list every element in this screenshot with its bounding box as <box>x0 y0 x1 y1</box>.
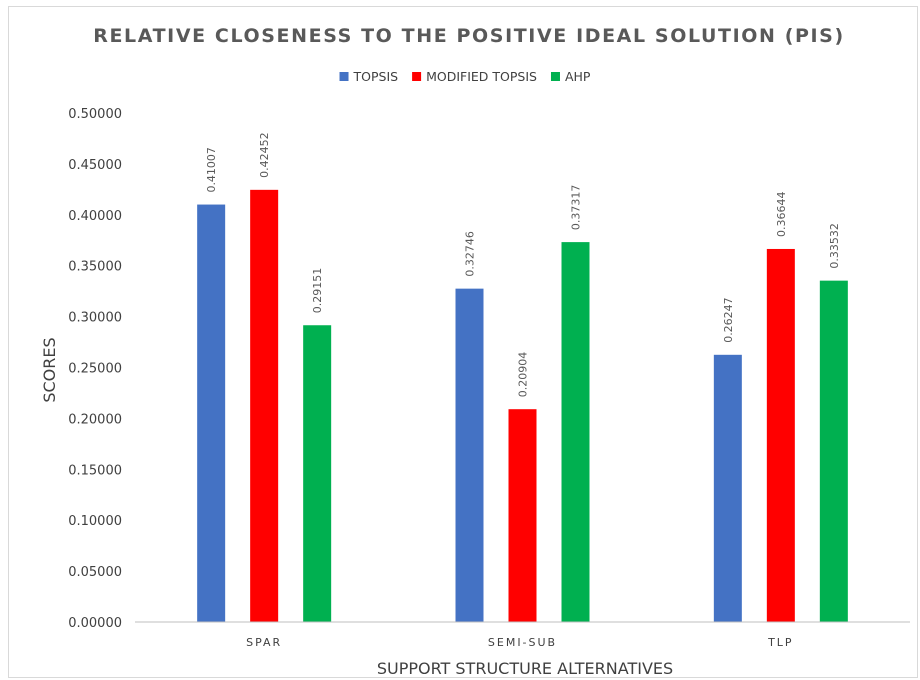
y-axis: 0.00000 0.05000 0.10000 0.15000 0.20000 0.250… <box>68 107 122 631</box>
bar-modified-topsis <box>250 189 279 623</box>
legend-label: AHP <box>565 69 591 84</box>
data-label: 0.42452 <box>258 132 271 178</box>
bar-ahp <box>561 242 590 622</box>
bar-ahp <box>819 280 848 622</box>
legend-item: MODIFIED TOPSIS <box>412 69 537 84</box>
data-label: 0.33532 <box>828 223 841 269</box>
y-tick-label: 0.05000 <box>68 565 122 580</box>
bar-modified-topsis <box>508 409 537 622</box>
data-label: 0.37317 <box>570 185 583 231</box>
y-tick-label: 0.00000 <box>68 616 122 631</box>
y-tick-label: 0.45000 <box>68 158 122 173</box>
legend-label: TOPSIS <box>353 69 399 84</box>
legend-label: MODIFIED TOPSIS <box>426 69 537 84</box>
bar-modified-topsis <box>766 248 795 622</box>
y-tick-label: 0.30000 <box>68 311 122 326</box>
x-axis: SPAR SEMI-SUB TLP <box>246 636 793 649</box>
y-tick-label: 0.10000 <box>68 514 122 529</box>
data-label: 0.29151 <box>311 268 324 314</box>
legend-item: TOPSIS <box>339 69 399 84</box>
data-labels: 0.41007 0.42452 0.29151 0.32746 0.20904 0.373… <box>205 132 841 397</box>
legend-swatch <box>412 72 422 81</box>
y-tick-label: 0.40000 <box>68 209 122 224</box>
y-tick-label: 0.15000 <box>68 463 122 478</box>
data-label: 0.32746 <box>464 231 477 277</box>
bar-topsis <box>713 354 742 622</box>
legend-swatch <box>550 72 560 81</box>
x-axis-title: SUPPORT STRUCTURE ALTERNATIVES <box>377 659 673 678</box>
bars <box>197 189 848 623</box>
x-tick-label: TLP <box>767 636 793 649</box>
data-label: 0.26247 <box>722 297 735 343</box>
data-label: 0.41007 <box>205 147 218 193</box>
x-tick-label: SEMI-SUB <box>488 636 557 649</box>
x-tick-label: SPAR <box>246 636 282 649</box>
data-label: 0.20904 <box>517 352 530 398</box>
y-tick-label: 0.25000 <box>68 362 122 377</box>
bar-topsis <box>197 204 226 622</box>
y-tick-label: 0.20000 <box>68 412 122 427</box>
data-label: 0.36644 <box>775 191 788 237</box>
y-tick-label: 0.50000 <box>68 107 122 122</box>
bar-ahp <box>303 325 332 622</box>
bar-topsis <box>455 288 484 622</box>
legend-item: AHP <box>550 69 591 84</box>
y-axis-title: SCORES <box>40 337 59 402</box>
legend-swatch <box>339 72 349 81</box>
legend: TOPSIS MODIFIED TOPSIS AHP <box>339 69 591 84</box>
chart-title: RELATIVE CLOSENESS TO THE POSITIVE IDEAL… <box>93 25 845 47</box>
y-tick-label: 0.35000 <box>68 260 122 275</box>
